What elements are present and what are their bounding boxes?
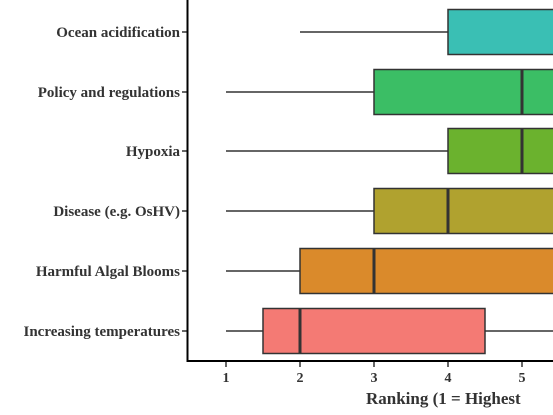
x-tick-label: 3: [371, 371, 378, 386]
category-label: Policy and regulations: [38, 85, 180, 101]
box-group: [300, 8, 553, 56]
boxes-layer: [226, 8, 553, 355]
category-label: Increasing temperatures: [23, 324, 180, 340]
x-tick-label: 4: [445, 371, 452, 386]
category-label: Harmful Algal Blooms: [36, 264, 180, 280]
box-group: [226, 187, 553, 235]
category-label: Ocean acidification: [56, 25, 180, 41]
x-tick-label: 2: [297, 371, 304, 386]
x-tick-label: 5: [519, 371, 526, 386]
category-label: Disease (e.g. OsHV): [53, 204, 180, 220]
x-axis: 1 2 3 4 5: [223, 362, 526, 386]
box-iqr: [299, 247, 553, 295]
box-iqr: [447, 8, 553, 56]
x-tick-label: 1: [223, 371, 230, 386]
category-label: Hypoxia: [126, 144, 181, 160]
box-group: [226, 247, 553, 295]
category-labels: Ocean acidification Policy and regulation…: [23, 25, 187, 340]
x-axis-title: Ranking (1 = Highest: [366, 389, 521, 408]
box-group: [226, 68, 553, 116]
box-iqr: [262, 307, 486, 355]
box-group: [226, 127, 553, 175]
box-group: [226, 307, 553, 355]
box-iqr: [373, 187, 553, 235]
box-iqr: [447, 127, 553, 175]
box-iqr: [373, 68, 553, 116]
